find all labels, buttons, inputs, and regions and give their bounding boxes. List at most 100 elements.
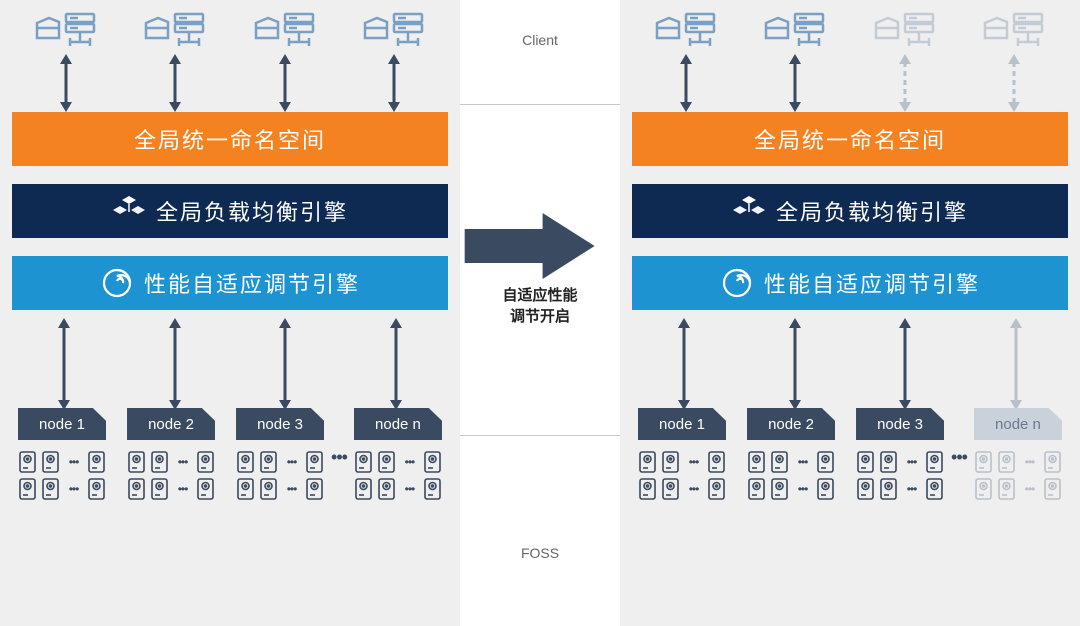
ellipsis-icon: •••: [69, 456, 79, 468]
vlink-wrap: [16, 314, 112, 410]
client-link-arrow: [386, 54, 402, 112]
layer-adaptive: 性能自适应调节引擎: [12, 256, 448, 310]
ellipsis-icon: •••: [951, 447, 967, 468]
vlink-wrap: [747, 314, 843, 410]
node-label: node 1: [39, 416, 85, 433]
disk-grid: ••• •••: [18, 450, 107, 501]
node-label: node 3: [877, 416, 923, 433]
left-panel: 全局统一命名空间 全局负载均衡引擎 性能自适应调节引擎: [0, 0, 460, 626]
layer-namespace-label: 全局统一命名空间: [134, 123, 326, 155]
ellipsis-icon: •••: [689, 456, 699, 468]
node-label: node 2: [148, 416, 194, 433]
label-foss: FOSS: [521, 545, 559, 561]
node-group: node 1 ••• •••: [14, 408, 110, 501]
client-group: [855, 8, 955, 48]
node-group: node 3 ••• •••: [232, 408, 328, 501]
ellipsis-icon: •••: [178, 456, 188, 468]
cube-icon: [112, 194, 146, 228]
vlink-wrap: [964, 50, 1064, 112]
vlink-wrap: [127, 314, 223, 410]
ellipsis-icon: •••: [689, 483, 699, 495]
node-link-arrow: [1008, 318, 1024, 410]
client-group: [125, 8, 225, 48]
ellipsis-icon: •••: [287, 456, 297, 468]
layer-adaptive-label: 性能自适应调节引擎: [144, 267, 360, 299]
ellipsis-icon: •••: [405, 456, 415, 468]
client-group: [16, 8, 116, 48]
node-link-arrow: [277, 318, 293, 410]
ellipsis-icon: •••: [907, 483, 917, 495]
vlink-wrap: [636, 314, 732, 410]
client-link-arrow: [58, 54, 74, 112]
disk-grid: ••• •••: [973, 450, 1062, 501]
right-panel: 全局统一命名空间 全局负载均衡引擎 性能自适应调节引擎: [620, 0, 1080, 626]
node-link-arrow: [167, 318, 183, 410]
client-icon: [763, 8, 827, 48]
node-group: node n ••• •••: [350, 408, 446, 501]
vlink-wrap: [857, 314, 953, 410]
vlink-wrap: [237, 314, 333, 410]
node-group: node 3 ••• •••: [852, 408, 948, 501]
ellipsis-icon: •••: [331, 447, 347, 468]
layer-adaptive-label: 性能自适应调节引擎: [764, 267, 980, 299]
node-label: node 2: [768, 416, 814, 433]
ellipsis-icon: •••: [178, 483, 188, 495]
client-icon: [982, 8, 1046, 48]
vlink-wrap: [636, 50, 736, 112]
client-group: [964, 8, 1064, 48]
vlink-wrap: [855, 50, 955, 112]
clients-row: [12, 8, 448, 48]
client-link-arrow: [678, 54, 694, 112]
client-group: [344, 8, 444, 48]
disk-grid: ••• •••: [747, 450, 836, 501]
vlink-wrap: [968, 314, 1064, 410]
client-group: [235, 8, 335, 48]
big-arrow-icon: [465, 213, 595, 284]
ellipsis-icon: •••: [69, 483, 79, 495]
ellipsis-icon: •••: [798, 456, 808, 468]
layer-adaptive: 性能自适应调节引擎: [632, 256, 1068, 310]
node-group: node n ••• •••: [970, 408, 1066, 501]
diagram-root: 全局统一命名空间 全局负载均衡引擎 性能自适应调节引擎: [0, 0, 1080, 626]
vlink-wrap: [125, 50, 225, 112]
nodes-row: node 1 ••• •••: [632, 408, 1068, 501]
node-tab: node 2: [747, 408, 835, 440]
node-tab: node 1: [18, 408, 106, 440]
client-links-row: [12, 50, 448, 112]
disk-grid: ••• •••: [856, 450, 945, 501]
node-tab: node 1: [638, 408, 726, 440]
cube-icon: [732, 194, 766, 228]
client-link-arrow: [1006, 54, 1022, 112]
vlink-wrap: [348, 314, 444, 410]
layer-loadbalance-label: 全局负载均衡引擎: [156, 195, 348, 227]
client-icon: [143, 8, 207, 48]
ellipsis-icon: •••: [1025, 456, 1035, 468]
node-tab: node 3: [856, 408, 944, 440]
ellipsis-icon: •••: [907, 456, 917, 468]
node-tab: node n: [354, 408, 442, 440]
ellipsis-icon: •••: [798, 483, 808, 495]
nodes-block: node 1 ••• •••: [12, 408, 448, 501]
node-label: node n: [995, 416, 1041, 433]
client-link-arrow: [277, 54, 293, 112]
client-icon: [34, 8, 98, 48]
swirl-icon: [720, 266, 754, 300]
layer-namespace: 全局统一命名空间: [12, 112, 448, 166]
ellipsis-icon: •••: [1025, 483, 1035, 495]
node-tab: node n: [974, 408, 1062, 440]
layer-loadbalance: 全局负载均衡引擎: [12, 184, 448, 238]
layer-loadbalance: 全局负载均衡引擎: [632, 184, 1068, 238]
client-icon: [253, 8, 317, 48]
ellipsis-icon: •••: [287, 483, 297, 495]
client-icon: [654, 8, 718, 48]
node-tab: node 2: [127, 408, 215, 440]
node-group: node 2 ••• •••: [743, 408, 839, 501]
client-group: [745, 8, 845, 48]
client-link-arrow: [897, 54, 913, 112]
vlink-wrap: [745, 50, 845, 112]
divider-top: [460, 104, 620, 105]
node-link-arrow: [787, 318, 803, 410]
center-column: Client FOSS 自适应性能 调节开启: [460, 0, 620, 626]
divider-bottom: [460, 435, 620, 436]
node-group: node 2 ••• •••: [123, 408, 219, 501]
